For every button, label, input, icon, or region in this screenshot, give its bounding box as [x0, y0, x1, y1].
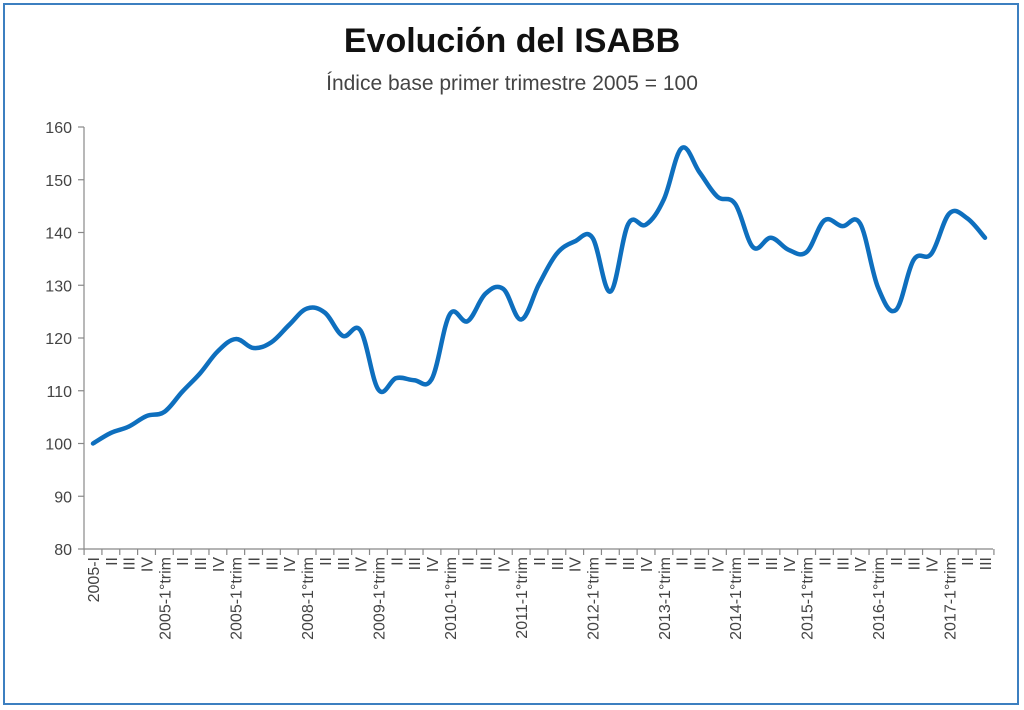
x-tick-label: III — [264, 557, 281, 570]
x-tick-label: IV — [496, 557, 513, 572]
x-tick-label: II — [675, 557, 692, 566]
x-tick-label: 2017-1°trim — [942, 557, 959, 640]
y-tick-label: 110 — [46, 384, 72, 401]
y-tick-label: 100 — [45, 437, 72, 454]
x-tick-label: II — [532, 557, 549, 566]
x-tick-label: II — [960, 557, 977, 566]
x-tick-label: III — [693, 557, 710, 570]
x-tick-label: 2005-1°trim — [229, 557, 246, 640]
x-tick-label: 2005-I — [86, 557, 103, 602]
y-tick-label: 120 — [45, 331, 72, 348]
x-tick-label: III — [122, 557, 139, 570]
x-tick-label: IV — [140, 557, 157, 572]
x-tick-label: IV — [282, 557, 299, 572]
x-tick-label: 2015-1°trim — [800, 557, 817, 640]
x-tick-label: III — [193, 557, 210, 570]
x-tick-label: III — [764, 557, 781, 570]
x-tick-label: IV — [568, 557, 585, 572]
x-tick-label: IV — [425, 557, 442, 572]
y-tick-label: 150 — [45, 173, 72, 190]
y-tick-label: 140 — [45, 226, 72, 243]
x-tick-label: II — [461, 557, 478, 566]
x-tick-label: IV — [924, 557, 941, 572]
chart-subtitle: Índice base primer trimestre 2005 = 100 — [326, 72, 698, 95]
x-tick-label: III — [336, 557, 353, 570]
x-tick-label: IV — [211, 557, 228, 572]
x-tick-label: II — [817, 557, 834, 566]
x-tick-label: IV — [782, 557, 799, 572]
x-tick-label: 2016-1°trim — [871, 557, 888, 640]
x-tick-label: 2005-1°trim — [157, 557, 174, 640]
x-tick-label: II — [247, 557, 264, 566]
series-line — [90, 145, 988, 446]
y-tick-label: 160 — [45, 120, 72, 137]
x-tick-label: II — [603, 557, 620, 566]
x-tick-label: 2010-1°trim — [443, 557, 460, 640]
x-tick-label: III — [978, 557, 995, 570]
plot-area — [90, 145, 988, 446]
chart-title: Evolución del ISABB — [343, 22, 681, 60]
y-tick-label: 90 — [54, 489, 72, 506]
x-tick-label: 2008-1°trim — [300, 557, 317, 640]
x-tick-label: II — [889, 557, 906, 566]
x-tick-label: III — [407, 557, 424, 570]
x-tick-label: III — [478, 557, 495, 570]
x-tick-label: II — [746, 557, 763, 566]
x-tick-label: IV — [354, 557, 371, 572]
x-tick-label: 2014-1°trim — [728, 557, 745, 640]
x-tick-label: 2013-1°trim — [657, 557, 674, 640]
x-tick-label: III — [835, 557, 852, 570]
y-tick-label: 130 — [45, 278, 72, 295]
x-tick-label: II — [389, 557, 406, 566]
x-tick-label: IV — [639, 557, 656, 572]
x-axis: 2005-I II III IV 2005-1°trim II III IV 2005-1°tr… — [83, 548, 995, 640]
y-axis: 80 90 100 110 120 130 140 150 160 — [45, 120, 85, 559]
x-tick-label: III — [907, 557, 924, 570]
x-tick-label: III — [621, 557, 638, 570]
x-tick-label: III — [550, 557, 567, 570]
x-tick-label: II — [175, 557, 192, 566]
chart-frame — [3, 3, 1019, 705]
x-tick-label: IV — [853, 557, 870, 572]
x-tick-label: II — [104, 557, 121, 566]
x-tick-label: 2011-1°trim — [514, 557, 531, 639]
x-tick-label: 2012-1°trim — [586, 557, 603, 640]
x-tick-label: 2009-1°trim — [371, 557, 388, 640]
x-tick-label: II — [318, 557, 335, 566]
x-tick-label: IV — [710, 557, 727, 572]
y-tick-label: 80 — [54, 542, 72, 559]
